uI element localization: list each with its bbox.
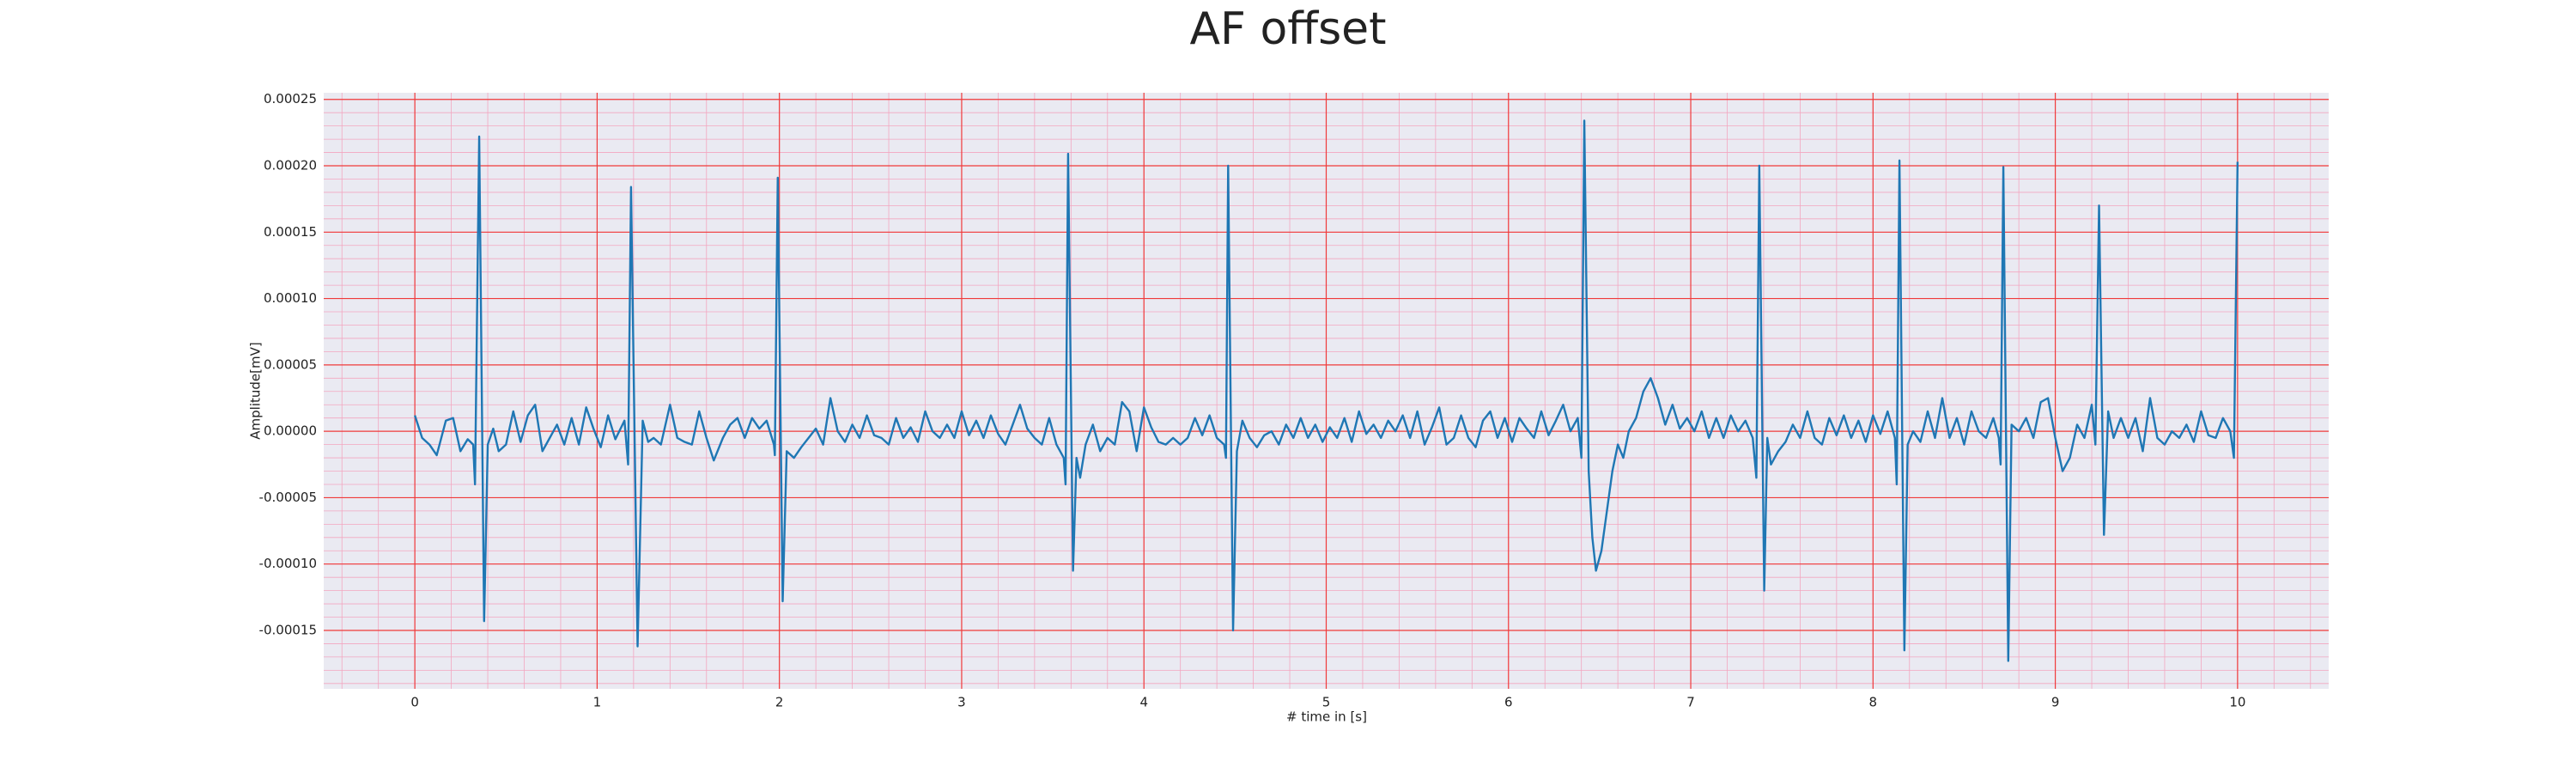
- y-tick-label: -0.00005: [259, 490, 317, 505]
- x-tick-label: 0: [410, 695, 419, 710]
- y-tick-label: -0.00015: [259, 622, 317, 637]
- x-tick-label: 8: [1869, 695, 1878, 710]
- y-tick-label: 0.00000: [264, 423, 317, 439]
- x-tick-label: 6: [1504, 695, 1513, 710]
- y-tick-label: 0.00005: [264, 356, 317, 372]
- y-tick-label: -0.00010: [259, 556, 317, 571]
- y-tick-label: 0.00015: [264, 224, 317, 240]
- y-tick-label: 0.00020: [264, 158, 317, 173]
- x-tick-label: 1: [593, 695, 602, 710]
- x-tick-label: 4: [1139, 695, 1148, 710]
- x-tick-label: 7: [1686, 695, 1695, 710]
- y-tick-label: 0.00025: [264, 91, 317, 107]
- x-axis-label: # time in [s]: [1286, 709, 1367, 725]
- y-tick-label: 0.00010: [264, 290, 317, 306]
- x-tick-label: 2: [775, 695, 784, 710]
- x-tick-label: 3: [957, 695, 966, 710]
- line-series: [413, 119, 2239, 662]
- chart-title: AF offset: [1189, 3, 1386, 55]
- x-tick-label: 10: [2229, 695, 2245, 710]
- x-tick-label: 5: [1322, 695, 1331, 710]
- x-tick-label: 9: [2051, 695, 2060, 710]
- y-axis-label: Amplitude[mV]: [248, 342, 264, 439]
